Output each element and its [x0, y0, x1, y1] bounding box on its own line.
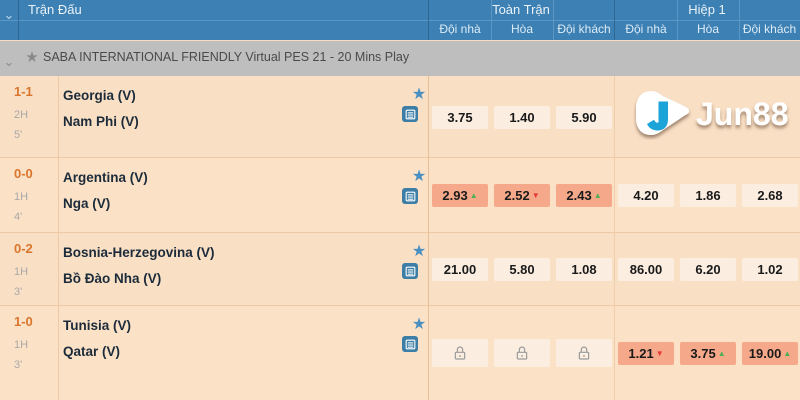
svg-text:Jun88: Jun88	[696, 96, 788, 132]
